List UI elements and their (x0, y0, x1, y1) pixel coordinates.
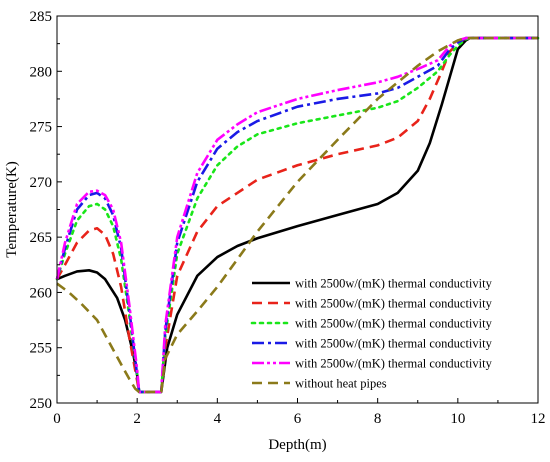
legend-label-4: with 2500w/(mK) thermal conductivity (295, 337, 493, 351)
series-line-1 (56, 36, 538, 394)
y-tick-label: 260 (30, 285, 53, 301)
y-tick-label: 265 (30, 230, 53, 246)
y-tick-label: 280 (30, 64, 53, 80)
legend-label-1: with 2500w/(mK) thermal conductivity (295, 277, 493, 291)
series-line-3 (55, 36, 540, 394)
series-line-2 (55, 36, 538, 394)
y-tick-label: 285 (30, 9, 53, 25)
x-tick-label: 12 (531, 411, 546, 427)
x-tick-label: 4 (214, 411, 222, 427)
x-axis-title: Depth(m) (268, 437, 326, 453)
series-layer (55, 36, 540, 394)
legend-label-2: with 2500w/(mK) thermal conductivity (295, 297, 493, 311)
legend-label-5: with 2500w/(mK) thermal conductivity (295, 357, 493, 371)
y-tick-label: 275 (30, 120, 53, 136)
y-tick-label: 270 (30, 175, 53, 191)
ticks-layer: 0 2 4 6 8 10 12 250 255 260 265 270 275 280 285 (30, 9, 546, 427)
legend: with 2500w/(mK) thermal conductivity with… (250, 277, 493, 391)
x-tick-label: 6 (294, 411, 302, 427)
y-axis-title: Temperature(K) (4, 161, 20, 257)
x-tick-label: 2 (133, 411, 141, 427)
x-tick-label: 10 (450, 411, 465, 427)
series-line-5 (55, 36, 538, 394)
legend-label-3: with 2500w/(mK) thermal conductivity (295, 317, 493, 331)
y-tick-label: 250 (30, 396, 53, 412)
x-tick-label: 0 (53, 411, 61, 427)
x-tick-label: 8 (374, 411, 382, 427)
legend-label-6: without heat pipes (295, 377, 387, 391)
y-tick-label: 255 (30, 341, 53, 357)
